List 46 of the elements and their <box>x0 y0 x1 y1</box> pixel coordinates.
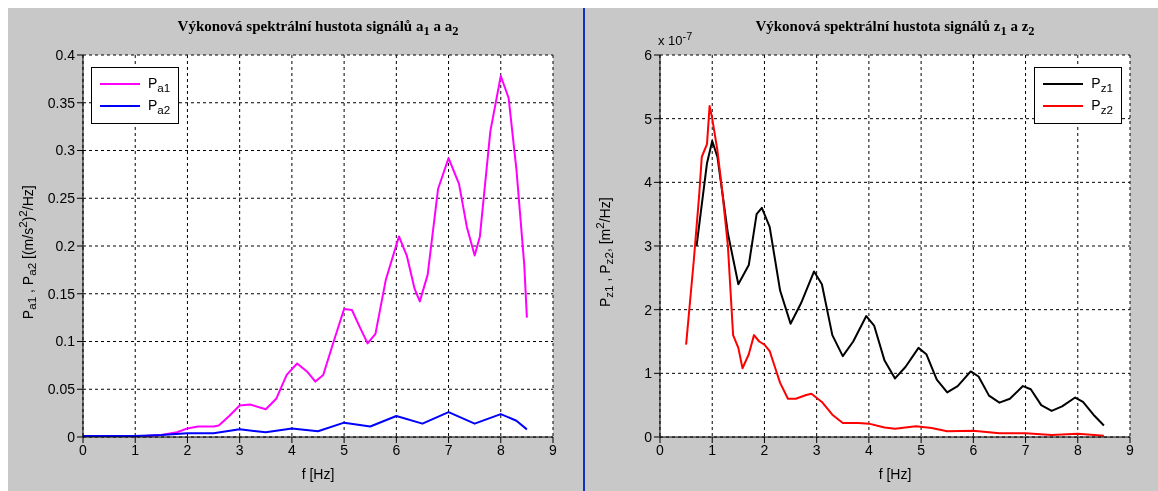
y-tick-label: 2 <box>644 301 653 318</box>
x-tick-label: 9 <box>1126 441 1135 458</box>
x-tick-label: 5 <box>340 441 349 458</box>
x-tick-label: 3 <box>812 441 821 458</box>
x-tick-label: 8 <box>496 441 505 458</box>
x-tick-label: 1 <box>131 441 140 458</box>
x-tick-label: 6 <box>969 441 978 458</box>
x-tick-label: 8 <box>1073 441 1082 458</box>
x-axis-title: f [Hz] <box>878 466 912 482</box>
x-tick-label: 1 <box>708 441 717 458</box>
y-tick-label: 4 <box>644 174 653 191</box>
y-tick-label: 0.4 <box>55 46 76 63</box>
y-tick-label: 0.1 <box>55 333 76 350</box>
x-tick-label: 9 <box>549 441 558 458</box>
x-tick-label: 4 <box>287 441 296 458</box>
x-tick-label: 0 <box>79 441 88 458</box>
y-tick-label: 0.25 <box>47 190 76 207</box>
x-tick-label: 3 <box>235 441 244 458</box>
x-tick-label: 2 <box>760 441 769 458</box>
y-tick-label: 0.3 <box>55 142 76 159</box>
x-tick-label: 4 <box>864 441 873 458</box>
y-tick-label: 0 <box>67 428 76 445</box>
legend-label: P$_{a2}$ <box>148 96 171 116</box>
y-tick-label: 0 <box>644 428 653 445</box>
y-tick-label: 5 <box>644 110 653 127</box>
y-tick-label: 0.2 <box>55 237 76 254</box>
legend-label: P$_{z2}$ <box>1091 96 1113 116</box>
x-tick-label: 7 <box>1021 441 1030 458</box>
x-tick-label: 0 <box>656 441 665 458</box>
y-tick-label: 1 <box>644 365 653 382</box>
x-tick-label: 2 <box>183 441 192 458</box>
x-tick-label: 7 <box>444 441 453 458</box>
text: x 10$^{-7}$ <box>658 30 693 49</box>
y-tick-label: 3 <box>644 237 653 254</box>
x-axis-title: f [Hz] <box>301 466 335 482</box>
chart-title: Výkonová spektrální hustota signálů z$_{1}$ a z$_{2}$ <box>755 18 1035 38</box>
chart-title: Výkonová spektrální hustota signálů a$_{1}$ a a$_{2}$ <box>177 18 459 38</box>
y-tick-label: 6 <box>644 46 653 63</box>
legend-label: P$_{z1}$ <box>1091 75 1113 94</box>
y-tick-label: 0.15 <box>47 285 76 302</box>
line-series <box>83 411 528 437</box>
y-tick-label: 0.35 <box>47 94 76 111</box>
x-tick-label: 5 <box>917 441 926 458</box>
x-tick-label: 6 <box>392 441 401 458</box>
legend-label: P$_{a1}$ <box>148 75 171 94</box>
y-tick-label: 0.05 <box>47 381 76 398</box>
